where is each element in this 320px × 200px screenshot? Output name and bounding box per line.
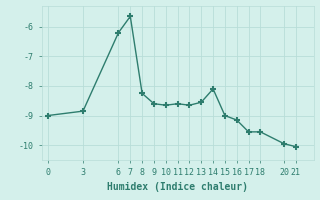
X-axis label: Humidex (Indice chaleur): Humidex (Indice chaleur)	[107, 182, 248, 192]
